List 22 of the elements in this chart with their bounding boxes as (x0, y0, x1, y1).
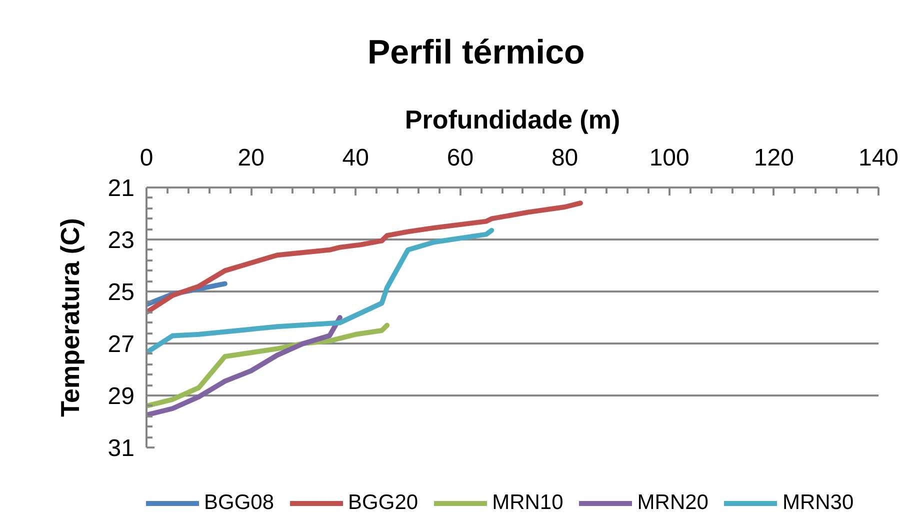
legend-label: MRN20 (637, 491, 708, 515)
x-tick-label: 140 (858, 144, 899, 172)
x-axis-title: Profundidade (m) (404, 104, 620, 134)
x-tick-label: 0 (140, 144, 154, 172)
y-tick-label: 25 (108, 279, 135, 306)
legend-label: BGG08 (204, 491, 274, 515)
x-tick-label: 40 (342, 144, 369, 172)
y-tick-label: 31 (108, 435, 135, 462)
y-tick-label: 29 (108, 383, 135, 410)
x-tick-label: 100 (649, 144, 690, 172)
legend-label: BGG20 (348, 491, 418, 515)
chart-title: Perfil térmico (368, 34, 585, 72)
x-tick-label: 80 (551, 144, 578, 172)
x-tick-label: 20 (238, 144, 264, 172)
y-axis-title: Temperatura (C) (54, 218, 85, 417)
y-tick-label: 21 (108, 175, 135, 202)
x-tick-label: 120 (754, 144, 794, 172)
y-tick-label: 23 (108, 227, 135, 254)
x-tick-label: 60 (446, 144, 474, 172)
y-tick-label: 27 (108, 331, 135, 358)
legend-label: MRN10 (492, 491, 564, 515)
legend-label: MRN30 (782, 491, 854, 515)
